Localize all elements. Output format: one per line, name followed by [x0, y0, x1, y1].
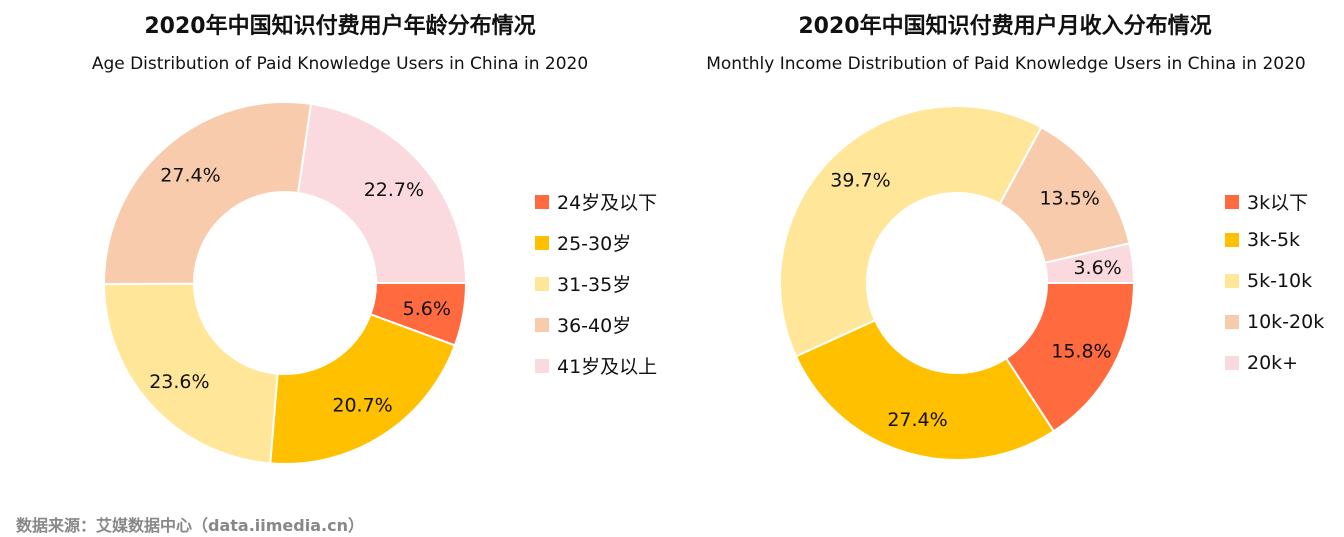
- left-chart-subtitle: Age Distribution of Paid Knowledge Users…: [91, 54, 589, 74]
- chart0-slice-1: [269, 313, 457, 465]
- legend-swatch: [1225, 194, 1239, 209]
- chart1-data-label-4: 3.6%: [1073, 257, 1121, 279]
- legend-item: 36-40岁: [535, 311, 631, 338]
- legend-label: 10k-20k: [1247, 311, 1325, 333]
- legend-item: 5k-10k: [1225, 270, 1312, 292]
- legend-label: 20k+: [1247, 352, 1299, 374]
- legend-swatch: [535, 317, 549, 332]
- chart0-slice-2: [102, 282, 279, 465]
- chart0-data-label-3: 27.4%: [160, 164, 220, 186]
- legend-item: 41岁及以上: [535, 352, 657, 379]
- legend-swatch: [535, 235, 549, 250]
- legend-item: 10k-20k: [1225, 311, 1324, 333]
- right-chart-subtitle: Monthly Income Distribution of Paid Know…: [706, 54, 1306, 74]
- legend-label: 5k-10k: [1247, 270, 1313, 292]
- legend-label: 41岁及以上: [557, 356, 658, 378]
- chart0-data-label-2: 23.6%: [149, 371, 209, 393]
- legend-item: 20k+: [1225, 352, 1298, 374]
- chart0-slice-3: [103, 101, 313, 286]
- chart1-data-label-3: 13.5%: [1039, 187, 1099, 209]
- chart0-data-label-0: 5.6%: [403, 298, 451, 320]
- chart0-data-label-1: 20.7%: [332, 394, 392, 416]
- chart1-slice-1: [794, 318, 1056, 461]
- legend-swatch: [1225, 356, 1239, 370]
- legend-label: 31-35岁: [557, 274, 632, 296]
- chart1-data-label-2: 39.7%: [830, 170, 890, 192]
- left-chart-title: 2020年中国知识付费用户年龄分布情况: [144, 14, 536, 39]
- legend-label: 3k-5k: [1247, 229, 1301, 251]
- chart1-slice-4: [1043, 242, 1136, 284]
- legend-item: 3k-5k: [1225, 229, 1300, 251]
- chart0-slice-4: [296, 102, 468, 284]
- legend-swatch: [1225, 274, 1239, 288]
- legend-swatch: [1225, 315, 1239, 329]
- legend-swatch: [535, 358, 549, 373]
- legend-item: 25-30岁: [535, 229, 631, 256]
- legend-swatch: [535, 276, 549, 291]
- right-chart-title: 2020年中国知识付费用户月收入分布情况: [798, 14, 1212, 39]
- legend-label: 3k以下: [1247, 192, 1309, 214]
- legend-swatch: [535, 194, 549, 209]
- legend-item: 24岁及以下: [535, 188, 657, 215]
- chart1-data-label-0: 15.8%: [1051, 340, 1111, 362]
- legend-item: 31-35岁: [535, 270, 631, 297]
- source-note: 数据来源：艾媒数据中心（data.iimedia.cn）: [16, 516, 364, 535]
- legend-swatch: [1225, 233, 1239, 247]
- chart0-data-label-4: 22.7%: [364, 179, 424, 201]
- chart1-slice-2: [779, 105, 1043, 358]
- legend-label: 24岁及以下: [557, 192, 658, 214]
- legend-label: 36-40岁: [557, 315, 632, 337]
- legend-label: 25-30岁: [557, 233, 632, 255]
- chart1-data-label-1: 27.4%: [887, 409, 947, 431]
- legend-item: 3k以下: [1225, 188, 1308, 215]
